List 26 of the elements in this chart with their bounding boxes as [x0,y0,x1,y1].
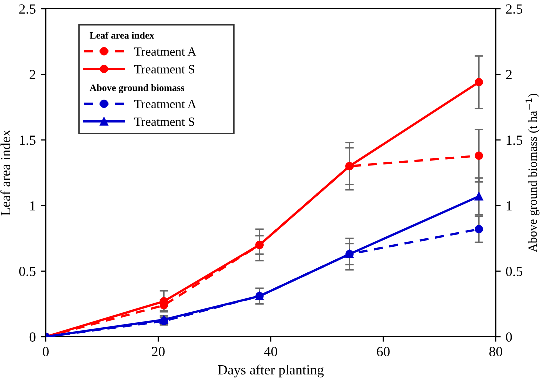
y-axis-title: Leaf area index [0,130,11,216]
y2-tick-label: 1.5 [506,136,523,146]
legend-label: Treatment S [134,118,194,126]
legend-label: Treatment S [134,65,194,74]
annotation: Above ground biomass [90,84,184,94]
y-tick-label: 1 [30,201,36,211]
y-tick-label: 2 [30,70,36,80]
y-tick-label: 0.5 [19,266,36,276]
y2-tick-label: 2 [506,70,512,80]
x-tick-label: 60 [377,347,390,356]
x-tick-label: 40 [264,347,278,356]
y2-axis-title: Above ground biomass (t ha$^{−1}$) [526,94,540,252]
y-tick-label: 2.5 [20,4,36,14]
y-tick-label: 0 [30,332,36,342]
x-tick-label: 80 [490,347,502,356]
legend-label: Treatment A [134,100,197,109]
legend-label: Treatment A [134,48,197,56]
y2-tick-label: 2.5 [506,4,523,14]
y2-tick-label: 0.5 [506,266,523,276]
annotation: Leaf area index [90,32,154,39]
x-axis-title: Days after planting [218,364,324,378]
x-tick-label: 0 [43,347,49,356]
y2-tick-label: 0 [506,332,512,342]
y2-tick-label: 1 [506,201,512,211]
y-tick-label: 1.5 [20,136,36,146]
x-tick-label: 20 [152,347,165,356]
